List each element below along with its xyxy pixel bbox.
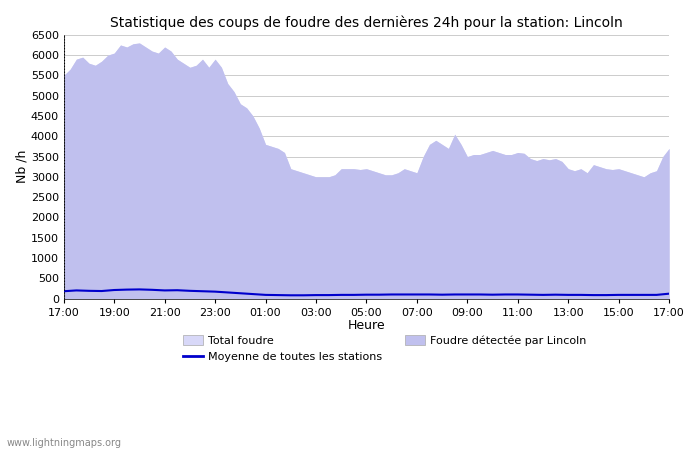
- Legend: Total foudre, Moyenne de toutes les stations, Foudre détectée par Lincoln: Total foudre, Moyenne de toutes les stat…: [178, 331, 591, 367]
- Text: www.lightningmaps.org: www.lightningmaps.org: [7, 438, 122, 448]
- Y-axis label: Nb /h: Nb /h: [15, 150, 28, 183]
- X-axis label: Heure: Heure: [348, 319, 385, 332]
- Title: Statistique des coups de foudre des dernières 24h pour la station: Lincoln: Statistique des coups de foudre des dern…: [110, 15, 623, 30]
